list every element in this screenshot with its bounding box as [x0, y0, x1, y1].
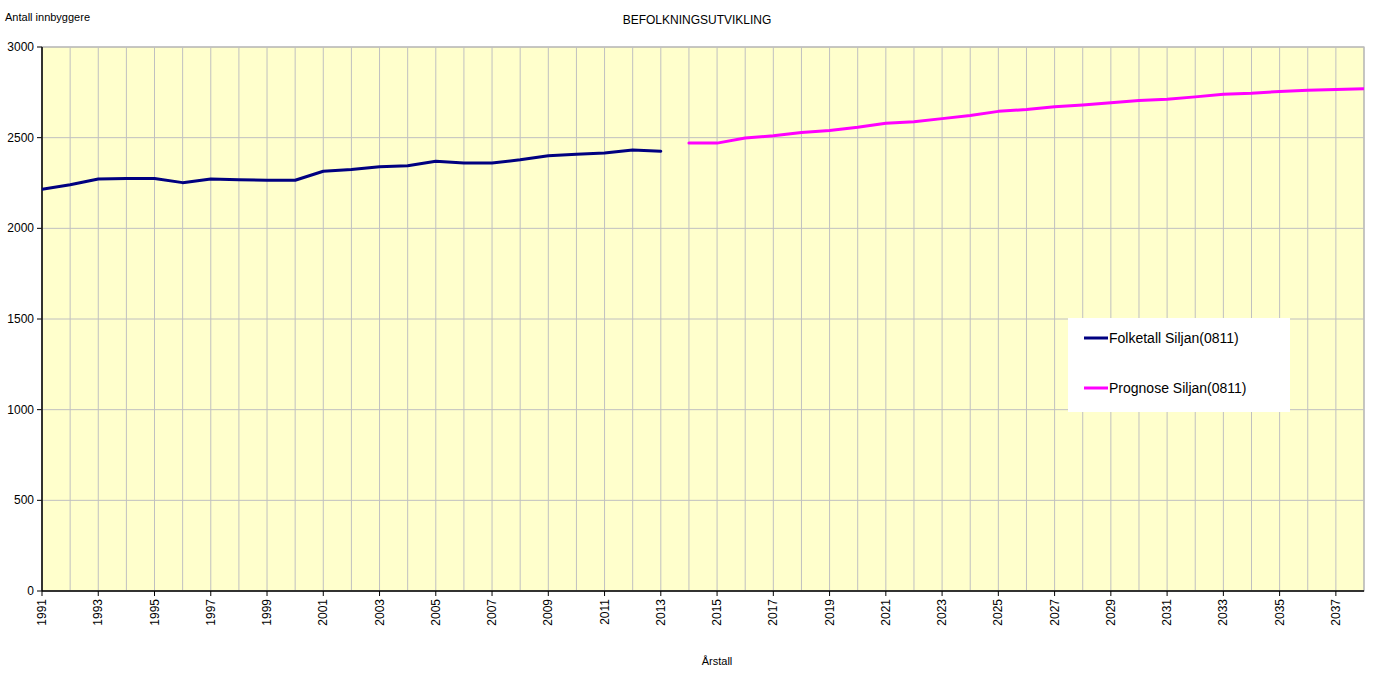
- grid-line: [182, 47, 183, 591]
- series-line: [42, 150, 661, 189]
- tick-label: 2021: [879, 599, 893, 626]
- tick-label: 2037: [1329, 599, 1343, 626]
- grid-line: [717, 47, 718, 591]
- grid-line: [70, 47, 71, 591]
- title: BEFOLKNINGSUTVIKLING: [623, 13, 772, 27]
- tick-label: 500: [14, 493, 34, 507]
- grid-line: [942, 47, 943, 591]
- chart: 0 500 1000 1500 2000 2500 3000 1991 1993 1995 1997…: [0, 0, 1395, 679]
- legend-swatch: [1084, 337, 1108, 340]
- grid-line: [407, 47, 408, 591]
- grid-line: [295, 47, 296, 591]
- grid-line: [42, 500, 1364, 501]
- grid-line: [970, 47, 971, 591]
- grid-line: [42, 137, 1364, 138]
- tick-label: 1999: [260, 599, 274, 626]
- grid-line: [42, 47, 43, 591]
- grid-line: [379, 47, 380, 591]
- tick-label: 2009: [541, 599, 555, 626]
- grid-line: [801, 47, 802, 591]
- tick-label: 1000: [7, 403, 34, 417]
- plot-area: [42, 47, 1364, 591]
- tick-label: 2013: [654, 599, 668, 626]
- grid-line: [42, 47, 1364, 48]
- grid-line: [913, 47, 914, 591]
- tick-label: 0: [27, 584, 34, 598]
- tick-label: 1993: [91, 599, 105, 626]
- grid-line: [492, 47, 493, 591]
- tick-label: 2007: [485, 599, 499, 626]
- grid-line: [42, 591, 1364, 592]
- legend: Folketall Siljan(0811) Prognose Siljan(08…: [1068, 318, 1290, 412]
- grid-line: [576, 47, 577, 591]
- tick-label: 2000: [7, 221, 34, 235]
- tick-label: 2025: [991, 599, 1005, 626]
- grid-line: [660, 47, 661, 591]
- legend-label: Prognose Siljan(0811): [1109, 380, 1247, 396]
- grid-line: [351, 47, 352, 591]
- grid-line: [1026, 47, 1027, 591]
- grid-line: [688, 47, 689, 591]
- legend-label: Folketall Siljan(0811): [1109, 330, 1239, 346]
- grid-line: [42, 228, 1364, 229]
- grid-line: [463, 47, 464, 591]
- tick-label: 2035: [1273, 599, 1287, 626]
- tick-label: 2019: [823, 599, 837, 626]
- grid-line: [1364, 47, 1365, 591]
- x-axis-label: Årstall: [702, 655, 733, 667]
- legend-box: [1068, 318, 1290, 412]
- tick-label: 3000: [7, 40, 34, 54]
- tick-label: 2031: [1160, 599, 1174, 626]
- x-axis: [42, 590, 1364, 592]
- grid-line: [267, 47, 268, 591]
- legend-swatch: [1084, 387, 1108, 390]
- tick-label: 2017: [766, 599, 780, 626]
- grid-line: [829, 47, 830, 591]
- grid-line: [98, 47, 99, 591]
- grid-line: [435, 47, 436, 591]
- y-axis: [41, 47, 43, 591]
- grid-line: [885, 47, 886, 591]
- series-line: [689, 89, 1364, 143]
- tick-label: 2027: [1048, 599, 1062, 626]
- tick-label: 2015: [710, 599, 724, 626]
- grid-line: [604, 47, 605, 591]
- series-group: [42, 89, 1364, 190]
- tick-label: 2033: [1216, 599, 1230, 626]
- tick-label: 1500: [7, 312, 34, 326]
- grid-line: [520, 47, 521, 591]
- grid-line: [548, 47, 549, 591]
- grid-line: [126, 47, 127, 591]
- grid-line: [323, 47, 324, 591]
- tick-label: 1991: [35, 599, 49, 626]
- tick-label: 2023: [935, 599, 949, 626]
- tick-label: 2029: [1104, 599, 1118, 626]
- grid-line: [1054, 47, 1055, 591]
- tick-label: 2001: [316, 599, 330, 626]
- tick-label: 2005: [429, 599, 443, 626]
- grid-line: [154, 47, 155, 591]
- tick-label: 2003: [373, 599, 387, 626]
- grid-line: [238, 47, 239, 591]
- grid-line: [745, 47, 746, 591]
- grid-line: [210, 47, 211, 591]
- grid-line: [1307, 47, 1308, 591]
- grid-line: [773, 47, 774, 591]
- grid-line: [998, 47, 999, 591]
- y-axis-label: Antall innbyggere: [5, 11, 90, 23]
- grid-line: [632, 47, 633, 591]
- tick-label: 2500: [7, 131, 34, 145]
- grid-line: [1335, 47, 1336, 591]
- tick-label: 1995: [148, 599, 162, 626]
- tick-label: 2011: [598, 599, 612, 625]
- tick-label: 1997: [204, 599, 218, 626]
